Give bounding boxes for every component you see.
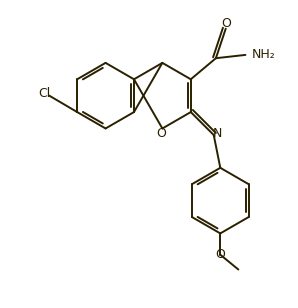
Text: N: N <box>213 127 222 140</box>
Text: Cl: Cl <box>38 87 50 99</box>
Text: NH₂: NH₂ <box>251 48 275 61</box>
Text: O: O <box>156 127 166 140</box>
Text: O: O <box>221 17 231 30</box>
Text: O: O <box>215 248 225 261</box>
